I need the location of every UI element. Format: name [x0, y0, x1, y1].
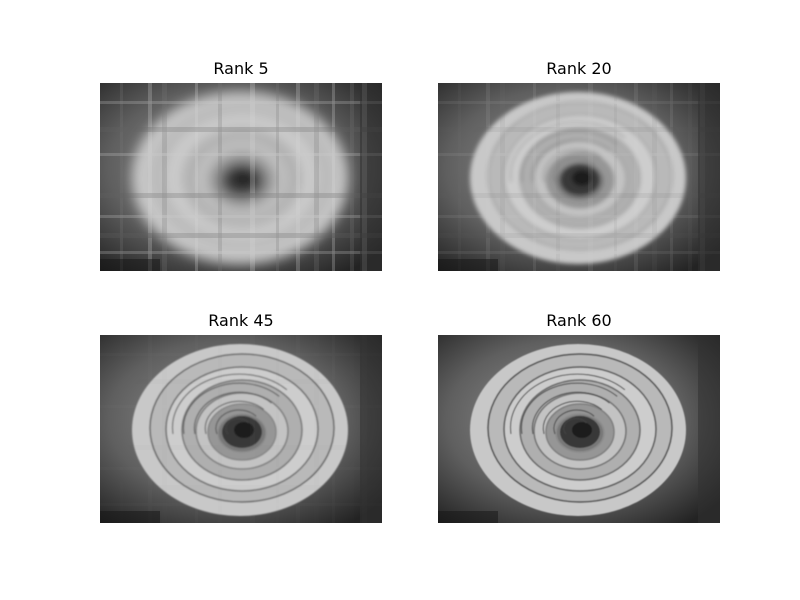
panel-rank-5: Rank 5 — [100, 59, 382, 271]
panel-title: Rank 60 — [546, 311, 612, 330]
panel-rank-60: Rank 60 — [438, 311, 720, 523]
rose-image-rank-20 — [438, 83, 720, 271]
panel-title: Rank 5 — [213, 59, 269, 78]
rose-image-rank-5 — [100, 83, 382, 271]
panel-title: Rank 45 — [208, 311, 274, 330]
panel-rank-20: Rank 20 — [438, 59, 720, 271]
panel-title: Rank 20 — [546, 59, 612, 78]
rose-image-rank-45 — [100, 335, 382, 523]
rose-image-rank-60 — [438, 335, 720, 523]
panel-rank-45: Rank 45 — [100, 311, 382, 523]
